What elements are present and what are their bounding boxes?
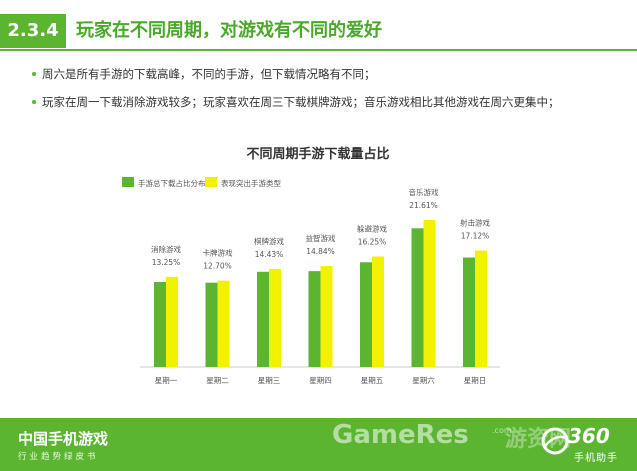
annotation-value: 21.61%: [409, 201, 438, 210]
annotation-value: 17.12%: [461, 232, 490, 241]
section-number: 2.3.4: [0, 14, 66, 48]
bar-total-share: [308, 271, 321, 367]
x-tick-label: 星期四: [309, 376, 332, 385]
brand-name: 手机助手: [574, 453, 618, 464]
annotation-value: 14.84%: [306, 247, 335, 256]
bar-featured-genre: [217, 280, 230, 367]
annotation-genre: 射击游戏: [460, 218, 490, 228]
legend-label: 表现突出手游类型: [221, 178, 281, 188]
header-divider: [0, 49, 637, 51]
bar-featured-genre: [475, 250, 487, 367]
annotation-genre: 音乐游戏: [409, 187, 439, 197]
x-tick-label: 星期日: [464, 376, 487, 385]
bar-total-share: [154, 282, 166, 367]
section-header: 2.3.4 玩家在不同周期，对游戏有不同的爱好: [0, 14, 637, 48]
bar-total-share: [463, 257, 475, 367]
x-tick-label: 星期六: [412, 375, 435, 385]
x-tick-label: 星期五: [361, 376, 384, 385]
chart-title: 不同周期手游下载量占比: [246, 146, 389, 162]
bar-total-share: [411, 228, 424, 367]
report-title: 中国手机游戏: [18, 430, 109, 448]
x-tick-label: 星期三: [258, 376, 281, 385]
annotation-genre: 棋牌游戏: [254, 236, 284, 246]
annotation-value: 14.43%: [255, 250, 284, 259]
footer-bar: 中国手机游戏 行业趋势绿皮书 GameRes .com 游资网 360 手机助手: [0, 418, 637, 471]
bar-featured-genre: [423, 220, 436, 367]
gameres-watermark: GameRes: [332, 420, 469, 450]
legend-swatch: [205, 177, 217, 187]
bar-total-share: [360, 262, 372, 367]
bullet-item: 周六是所有手游的下载高峰，不同的手游，但下载情况略有不同；: [32, 66, 622, 82]
annotation-genre: 卡牌游戏: [203, 248, 233, 258]
section-title: 玩家在不同周期，对游戏有不同的爱好: [76, 20, 382, 41]
annotation-genre: 消除游戏: [151, 244, 181, 254]
bar-total-share: [205, 282, 218, 367]
annotation-value: 13.25%: [152, 258, 181, 267]
report-subtitle: 行业趋势绿皮书: [18, 452, 99, 462]
brand-number: 360: [568, 424, 610, 448]
x-tick-label: 星期二: [206, 376, 229, 385]
annotation-value: 12.70%: [203, 262, 232, 271]
bullet-list: 周六是所有手游的下载高峰，不同的手游，但下载情况略有不同； 玩家在周一下载消除游…: [32, 66, 622, 122]
bullet-item: 玩家在周一下载消除游戏较多；玩家喜欢在周三下载棋牌游戏；音乐游戏相比其他游戏在周…: [32, 94, 622, 110]
legend-swatch: [122, 177, 134, 187]
bar-featured-genre: [269, 268, 281, 367]
legend-label: 手游总下载占比分布: [138, 178, 206, 188]
bar-featured-genre: [166, 276, 178, 367]
annotation-genre: 躲避游戏: [357, 224, 387, 234]
bar-featured-genre: [372, 256, 384, 367]
annotation-value: 16.25%: [358, 238, 387, 247]
annotation-genre: 益智游戏: [306, 233, 336, 243]
bar-total-share: [257, 271, 269, 367]
360-logo-icon: [541, 427, 569, 455]
gameres-watermark-domain: .com: [492, 426, 512, 435]
x-tick-label: 星期一: [155, 376, 178, 385]
bar-featured-genre: [320, 266, 333, 367]
